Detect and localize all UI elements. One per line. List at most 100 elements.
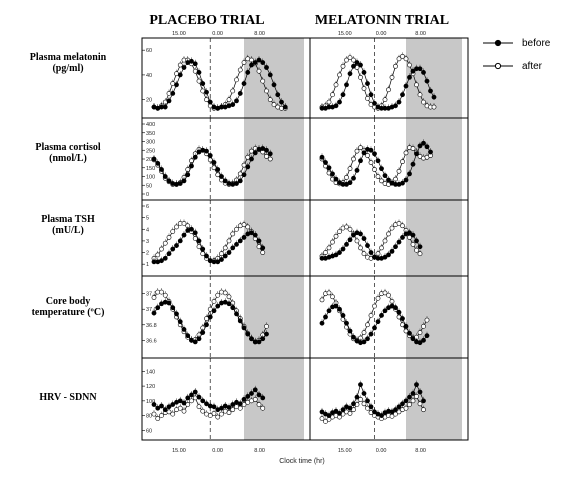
top-x-tick: 0.00 (212, 31, 223, 37)
data-point-after (151, 295, 157, 300)
data-point-before (428, 88, 433, 94)
data-point-before (407, 74, 412, 80)
data-point-before (256, 57, 262, 63)
data-point-before (256, 238, 262, 244)
data-point-before (219, 257, 224, 262)
data-point-before (166, 404, 172, 410)
data-point-before (344, 320, 349, 326)
data-point-before (393, 103, 398, 109)
data-point-before (230, 102, 236, 107)
data-point-before (196, 336, 202, 342)
data-point-after (344, 57, 349, 63)
y-tick-label: 36.6 (146, 338, 157, 344)
data-point-before (166, 178, 172, 184)
data-point-after (361, 401, 367, 407)
y-tick-label: 350 (146, 131, 155, 137)
data-point-before (347, 71, 353, 77)
data-point-after (396, 56, 402, 62)
data-point-after (407, 62, 412, 68)
data-point-before (174, 243, 179, 248)
data-point-after (219, 251, 224, 257)
data-point-before (241, 396, 247, 402)
data-point-after (368, 160, 374, 165)
y-tick-label: 80 (146, 414, 152, 420)
data-point-before (200, 81, 206, 86)
data-point-before (368, 404, 374, 410)
data-point-after (421, 323, 426, 329)
data-point-after (181, 221, 187, 226)
data-point-after (241, 60, 247, 65)
data-point-after (245, 224, 251, 230)
data-point-after (365, 153, 370, 158)
data-point-before (237, 401, 243, 407)
data-point-before (393, 305, 398, 311)
data-point-before (177, 398, 183, 404)
row-label-temperature: Core body (46, 296, 91, 307)
data-point-before (226, 301, 232, 307)
data-point-after (330, 92, 335, 98)
data-point-before (252, 232, 258, 238)
data-point-before (358, 231, 363, 237)
data-point-before (400, 92, 405, 98)
data-point-before (333, 103, 339, 109)
bottom-x-tick: 8.00 (254, 448, 265, 454)
data-point-before (215, 259, 221, 265)
data-point-before (264, 65, 269, 70)
data-point-before (222, 178, 228, 184)
data-point-before (393, 407, 398, 413)
data-point-before (151, 402, 157, 407)
data-point-before (333, 252, 339, 258)
data-point-before (245, 70, 251, 75)
data-point-before (241, 325, 247, 331)
data-point-before (222, 253, 228, 259)
data-point-before (159, 258, 164, 264)
data-point-after (211, 410, 217, 416)
data-point-before (192, 230, 198, 236)
data-point-before (192, 61, 198, 67)
data-point-before (181, 327, 187, 332)
data-point-before (403, 323, 409, 329)
data-point-after (333, 82, 339, 88)
y-tick-label: 4 (146, 227, 149, 233)
data-point-before (417, 340, 423, 346)
data-point-after (192, 236, 198, 241)
data-point-before (347, 405, 353, 411)
data-point-before (237, 318, 243, 324)
data-point-before (386, 252, 391, 258)
data-point-before (155, 160, 161, 166)
data-point-before (230, 305, 236, 311)
data-point-after (196, 404, 202, 410)
data-point-after (330, 239, 335, 245)
data-point-before (400, 180, 405, 186)
data-point-after (162, 240, 168, 246)
data-point-before (375, 158, 381, 164)
data-point-before (396, 99, 402, 105)
data-point-before (326, 413, 332, 418)
data-point-before (421, 70, 426, 75)
data-point-before (249, 391, 254, 396)
data-point-after (196, 78, 202, 84)
data-point-after (421, 99, 426, 105)
panel-placebo-melatonin: 60 40 20 (141, 37, 311, 119)
data-point-after (403, 405, 409, 411)
data-point-after (260, 250, 266, 255)
data-point-after (389, 225, 395, 231)
data-point-before (162, 174, 168, 179)
data-point-before (400, 401, 405, 407)
data-point-before (344, 82, 349, 88)
legend-label-after: after (522, 61, 543, 72)
data-point-before (326, 308, 332, 314)
data-point-before (410, 68, 416, 74)
data-point-before (189, 226, 194, 232)
data-point-after (326, 290, 332, 296)
night-shading (244, 118, 304, 200)
panel-melatonin-temperature (309, 275, 469, 359)
data-point-after (234, 77, 239, 83)
data-point-after (421, 407, 426, 413)
data-point-before (260, 60, 266, 65)
data-point-before (407, 171, 412, 177)
data-point-before (226, 250, 232, 255)
y-tick-label: 3 (146, 239, 149, 245)
bottom-x-tick: 15.00 (172, 448, 186, 454)
data-point-before (252, 387, 258, 393)
